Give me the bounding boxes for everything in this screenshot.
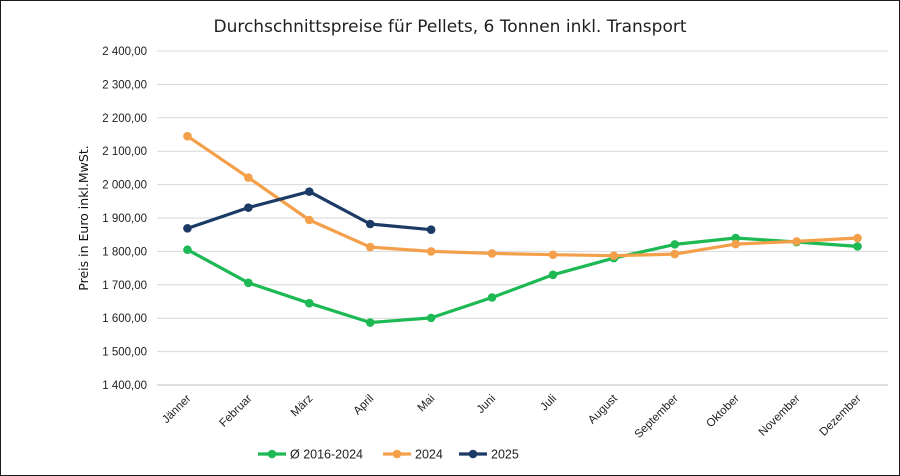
y-tick-label: 2 400,00 [102,46,147,58]
legend: Ø 2016-2024 2024 2025 [258,448,519,462]
data-point [365,318,375,327]
legend-label: 2024 [415,448,443,462]
data-point [853,242,862,251]
y-tick-label: 2 000,00 [102,180,147,192]
chart-title: Durchschnittspreise für Pellets, 6 Tonne… [213,17,686,37]
y-tick-label: 2 200,00 [102,113,147,125]
data-point [548,270,558,280]
legend-item: Ø 2016-2024 [258,448,363,462]
data-point [183,245,192,255]
x-tick-label: April [352,393,377,418]
legend-label: 2025 [491,448,519,462]
data-point [792,237,801,246]
data-point [304,298,314,308]
y-tick-label: 1 500,00 [102,347,147,359]
data-point [304,187,314,196]
data-point [304,215,314,225]
x-tick-label: Dezember [818,393,864,439]
data-point [365,242,375,252]
x-tick-label: Juni [475,393,498,416]
data-point [183,224,192,233]
legend-swatch-marker [392,449,402,459]
gridlines [157,50,888,386]
data-point [244,173,253,182]
legend-label: Ø 2016-2024 [290,448,363,462]
data-point [731,239,741,249]
x-tick-label: November [757,393,803,439]
x-tick-label: September [633,393,681,441]
y-tick-label: 1 700,00 [102,280,147,292]
data-point [853,233,862,243]
y-tick-label: 1 800,00 [102,246,147,258]
series-line [185,236,860,325]
data-point [426,313,436,323]
data-point [244,203,253,212]
y-tick-label: 1 900,00 [102,213,147,225]
data-point [426,247,436,256]
data-point [670,249,680,259]
y-axis-label: Preis in Euro inkl.MwSt. [76,145,91,290]
data-point [609,251,619,261]
x-tick-label: August [586,392,620,426]
x-tick-label: Juli [538,393,559,414]
y-tick-label: 2 100,00 [102,146,147,158]
data-point [365,219,375,229]
data-point [487,293,497,302]
x-tick-label: Oktober [704,393,742,431]
data-point [183,131,192,141]
legend-item: 2025 [459,448,519,462]
data-point [244,278,253,288]
x-tick-labels: Jänner Februar März April Mai Juni Juli August S… [160,392,864,441]
data-point [426,225,436,234]
legend-swatch-marker [267,449,277,459]
y-tick-label: 1 600,00 [102,313,147,325]
data-point [548,250,558,260]
series-1 [183,131,862,261]
x-tick-label: Mai [416,393,438,415]
x-tick-label: März [289,392,316,419]
data-point [487,249,497,258]
legend-item: 2024 [383,448,443,462]
data-point [670,240,680,249]
legend-swatch-marker [468,449,478,459]
x-tick-label: Jänner [160,393,193,426]
x-tick-label: Februar [218,393,255,430]
series-0 [183,233,862,327]
y-tick-label: 1 400,00 [102,380,147,392]
series-line [185,134,860,258]
y-tick-label: 2 300,00 [102,79,147,91]
y-tick-labels: 1 400,00 1 500,00 1 600,00 1 700,00 1 800,00… [102,46,147,392]
series-2 [183,187,436,234]
data-point [731,233,741,243]
series-lines [183,131,862,327]
